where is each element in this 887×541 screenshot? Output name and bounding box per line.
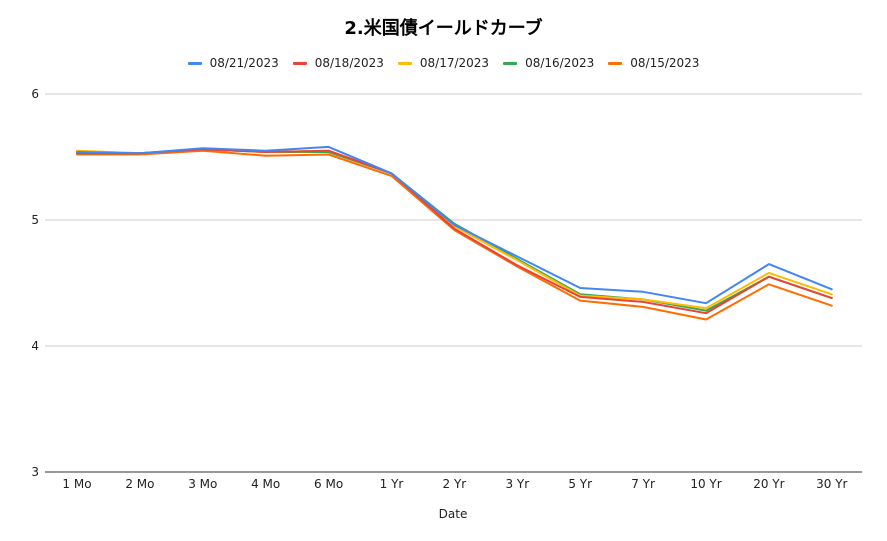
y-tick-label: 6 [31,87,39,101]
legend-swatch [292,61,307,65]
x-tick-label: 2 Yr [443,477,467,491]
legend-swatch [503,61,518,65]
x-tick-label: 2 Mo [125,477,154,491]
x-tick-label: 3 Mo [188,477,217,491]
x-tick-label: 6 Mo [314,477,343,491]
legend-item[interactable]: 08/16/2023 [503,56,594,70]
x-tick-label: 20 Yr [753,477,784,491]
series-line-08-21-2023 [76,145,833,305]
chart-title: 2.米国債イールドカーブ [344,18,543,39]
x-tick-label: 1 Mo [62,477,91,491]
x-tick-label: 10 Yr [690,477,721,491]
x-tick-label: 5 Yr [568,477,592,491]
legend-swatch [187,61,202,65]
legend-label: 08/17/2023 [419,56,490,70]
legend-swatch [608,61,623,65]
legend-item[interactable]: 08/18/2023 [292,56,384,70]
series-line-08-18-2023 [76,148,833,315]
legend-label: 08/21/2023 [209,56,279,70]
x-tick-label: 3 Yr [505,477,529,491]
legend-label: 08/16/2023 [525,56,595,70]
x-axis-title: Date [439,507,468,521]
legend-item[interactable]: 08/17/2023 [397,56,490,70]
x-tick-label: 30 Yr [816,477,847,491]
legend-item[interactable]: 08/15/2023 [608,56,699,70]
x-tick-label: 1 Yr [380,477,404,491]
y-tick-label: 3 [31,465,39,479]
x-tick-label: 7 Yr [631,477,655,491]
y-tick-label: 5 [31,213,39,227]
legend: 08/21/2023 08/18/2023 08/17/2023 08/16/2023… [0,56,887,70]
legend-item[interactable]: 08/21/2023 [187,56,279,70]
series-line-08-15-2023 [76,149,833,321]
legend-label: 08/18/2023 [314,56,384,70]
legend-label: 08/15/2023 [630,56,700,70]
legend-swatch [397,61,412,65]
x-tick-label: 4 Mo [251,477,280,491]
y-tick-label: 4 [31,339,39,353]
